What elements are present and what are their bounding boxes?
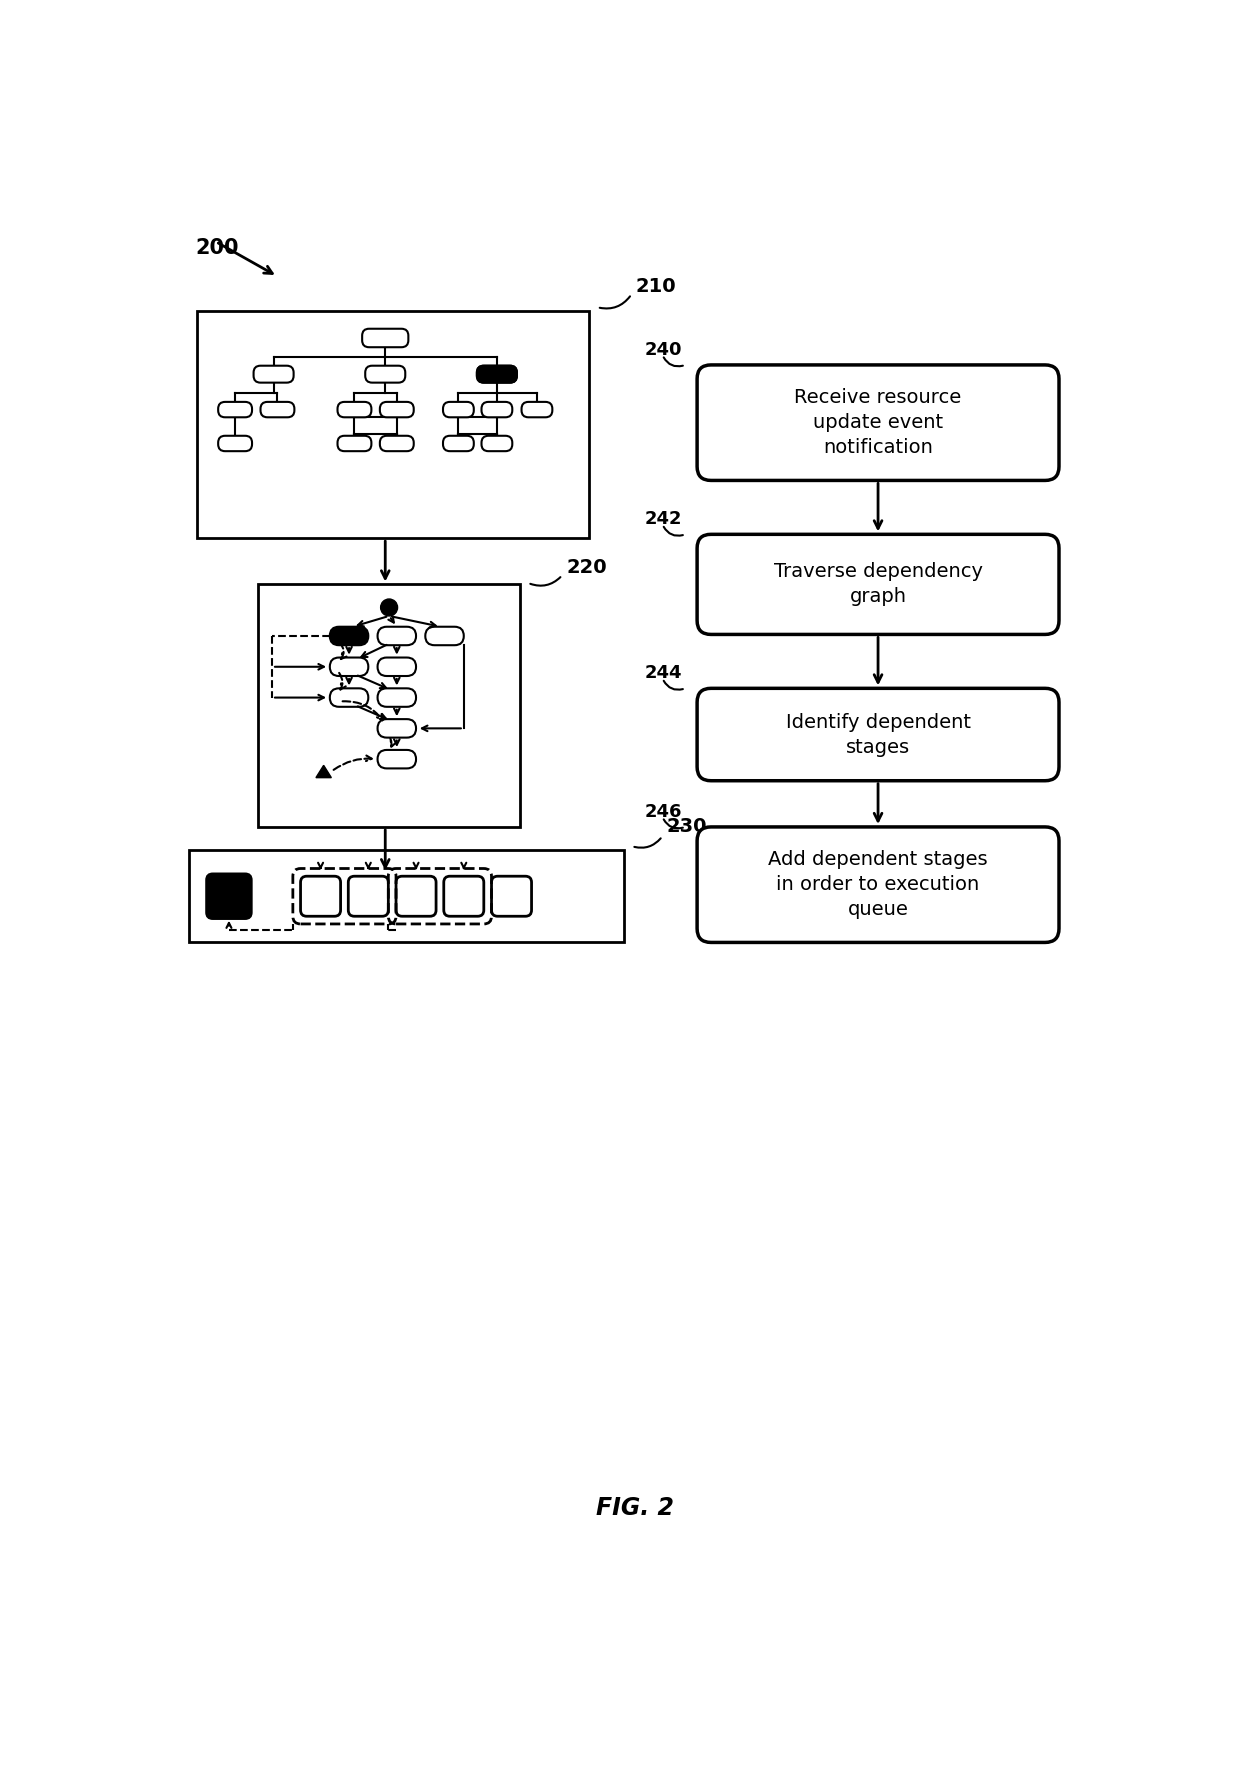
Text: 246: 246 [645,803,682,821]
FancyBboxPatch shape [396,876,436,917]
FancyBboxPatch shape [377,657,417,675]
FancyBboxPatch shape [218,435,252,451]
Text: 200: 200 [195,238,238,258]
FancyBboxPatch shape [443,402,474,418]
FancyBboxPatch shape [697,688,1059,780]
FancyBboxPatch shape [425,627,464,645]
FancyBboxPatch shape [260,402,294,418]
FancyBboxPatch shape [481,402,512,418]
FancyBboxPatch shape [377,688,417,707]
FancyBboxPatch shape [330,627,368,645]
Text: 230: 230 [666,817,707,837]
FancyBboxPatch shape [697,826,1059,942]
FancyBboxPatch shape [337,402,372,418]
FancyBboxPatch shape [481,435,512,451]
Text: Identify dependent
stages: Identify dependent stages [786,713,971,757]
FancyBboxPatch shape [697,535,1059,634]
Text: FIG. 2: FIG. 2 [596,1496,675,1521]
Text: Add dependent stages
in order to execution
queue: Add dependent stages in order to executi… [769,849,988,919]
Text: 244: 244 [645,665,682,682]
Text: 210: 210 [635,277,676,295]
FancyBboxPatch shape [377,627,417,645]
Bar [197,311,589,538]
Polygon shape [316,766,331,778]
Text: Traverse dependency
graph: Traverse dependency graph [774,562,982,606]
FancyBboxPatch shape [379,402,414,418]
FancyBboxPatch shape [362,329,408,347]
Text: 240: 240 [645,341,682,359]
Text: Receive resource
update event
notification: Receive resource update event notificati… [795,387,962,457]
FancyBboxPatch shape [477,366,517,382]
FancyBboxPatch shape [697,364,1059,480]
FancyBboxPatch shape [377,750,417,768]
FancyBboxPatch shape [207,874,252,919]
FancyBboxPatch shape [330,657,368,675]
Circle shape [381,599,398,617]
FancyBboxPatch shape [330,688,368,707]
FancyBboxPatch shape [522,402,552,418]
FancyBboxPatch shape [337,435,372,451]
FancyBboxPatch shape [300,876,341,917]
FancyBboxPatch shape [379,435,414,451]
FancyBboxPatch shape [348,876,388,917]
FancyBboxPatch shape [443,435,474,451]
Bar [188,849,624,942]
Text: 220: 220 [567,558,606,578]
FancyBboxPatch shape [218,402,252,418]
Text: 242: 242 [645,510,682,528]
FancyBboxPatch shape [444,876,484,917]
FancyBboxPatch shape [366,366,405,382]
Bar [258,585,520,826]
FancyBboxPatch shape [491,876,532,917]
FancyBboxPatch shape [254,366,294,382]
FancyBboxPatch shape [477,366,517,382]
FancyBboxPatch shape [377,720,417,737]
